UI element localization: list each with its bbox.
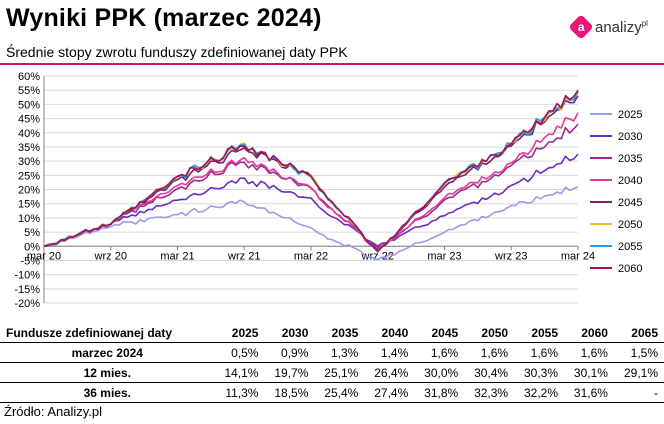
legend-label-2035: 2035 — [618, 153, 642, 165]
table-cell: 30,1% — [564, 362, 614, 383]
column-header: 2045 — [414, 323, 465, 343]
y-tick-label: 60% — [18, 71, 40, 83]
table-cell: 11,3% — [214, 382, 265, 403]
legend-label-2040: 2040 — [618, 175, 642, 187]
x-tick-label: mar 24 — [561, 250, 595, 262]
table-header-label: Fundusze zdefiniowanej daty — [0, 323, 215, 343]
x-tick-label: wrz 23 — [494, 250, 527, 262]
table-cell: 30,4% — [464, 362, 515, 383]
legend-label-2060: 2060 — [618, 263, 642, 275]
y-tick-label: 40% — [18, 128, 40, 140]
table-cell: 1,6% — [414, 342, 465, 363]
page-title: Wyniki PPK (marzec 2024) — [6, 4, 322, 32]
y-tick-label: 5% — [24, 227, 40, 239]
column-header: 2040 — [364, 323, 415, 343]
y-tick-label: -10% — [14, 270, 40, 282]
returns-line-chart: 60% 55% 50% 45% 40% 35% 30% 25% 20% 15% 10% 5% 0% -5%… — [14, 71, 642, 310]
column-header: 2035 — [314, 323, 365, 343]
column-header: 2030 — [264, 323, 315, 343]
table-cell: 1,6% — [464, 342, 515, 363]
x-tick-label: mar 22 — [294, 250, 328, 262]
table-row: 36 mies. 11,3% 18,5% 25,4% 27,4% 31,8% 3… — [0, 382, 664, 403]
y-tick-label: 20% — [18, 185, 40, 197]
table-cell: 32,2% — [514, 382, 565, 403]
y-tick-label: 0% — [24, 241, 40, 253]
x-tick-label: mar 20 — [27, 250, 61, 262]
legend-label-2030: 2030 — [618, 131, 642, 143]
logo-glyph: a — [577, 20, 585, 34]
table-cell: 25,1% — [314, 362, 365, 383]
y-tick-label: -15% — [14, 284, 40, 296]
table-cell: 26,4% — [364, 362, 415, 383]
table-cell: 1,4% — [364, 342, 415, 363]
column-header: 2060 — [564, 323, 614, 343]
x-tick-label: mar 23 — [427, 250, 461, 262]
column-header: 2055 — [514, 323, 565, 343]
y-tick-label: 35% — [18, 142, 40, 154]
table-cell: 19,7% — [264, 362, 315, 383]
x-tick-label: wrz 22 — [361, 250, 394, 262]
legend-label-2055: 2055 — [618, 241, 642, 253]
table-cell: 32,3% — [464, 382, 515, 403]
y-tick-label: 50% — [18, 99, 40, 111]
table-cell: 0,9% — [264, 342, 315, 363]
column-header: 2050 — [464, 323, 515, 343]
table-cell: 29,1% — [613, 362, 664, 383]
series-line-2040 — [43, 112, 579, 251]
analizy-logo: a analizypl — [568, 14, 648, 40]
legend-label-2045: 2045 — [618, 197, 642, 209]
table-cell: - — [613, 382, 664, 403]
series-line-2035 — [43, 123, 579, 249]
x-tick-label: wrz 20 — [94, 250, 127, 262]
table-cell: 31,6% — [564, 382, 614, 403]
table-cell: 27,4% — [364, 382, 415, 403]
y-tick-label: -5% — [20, 255, 40, 267]
y-tick-label: 10% — [18, 213, 40, 225]
series-line-2060 — [43, 89, 579, 252]
table-cell: 1,6% — [564, 342, 614, 363]
legend-label-2025: 2025 — [618, 109, 642, 121]
column-header: 2065 — [613, 323, 664, 343]
logo-superscript: pl — [641, 18, 648, 28]
chart-subtitle: Średnie stopy zwrotu funduszy zdefiniowa… — [6, 44, 348, 60]
table-cell: 0,5% — [214, 342, 265, 363]
y-tick-label: 55% — [18, 85, 40, 97]
analizy-logo-icon: a — [568, 14, 594, 40]
y-tick-label: 15% — [18, 199, 40, 211]
y-tick-label: -20% — [14, 298, 40, 310]
logo-wordmark: analizy — [595, 18, 642, 36]
column-header: 2025 — [214, 323, 265, 343]
table-header-row: Fundusze zdefiniowanej daty 2025 2030 20… — [0, 323, 664, 343]
table-cell: 1,3% — [314, 342, 365, 363]
table-row: 12 mies. 14,1% 19,7% 25,1% 26,4% 30,0% 3… — [0, 362, 664, 383]
series-line-2030 — [43, 153, 579, 248]
y-tick-label: 45% — [18, 114, 40, 126]
header-divider — [0, 63, 664, 65]
y-tick-label: 25% — [18, 170, 40, 182]
row-label: 36 mies. — [0, 382, 215, 403]
table-cell: 25,4% — [314, 382, 365, 403]
table-cell: 14,1% — [214, 362, 265, 383]
table-cell: 30,3% — [514, 362, 565, 383]
table-cell: 31,8% — [414, 382, 465, 403]
series-line-2025 — [43, 185, 579, 261]
table-cell: 18,5% — [264, 382, 315, 403]
row-label: marzec 2024 — [0, 342, 215, 363]
legend-label-2050: 2050 — [618, 219, 642, 231]
y-tick-label: 30% — [18, 156, 40, 168]
table-cell: 1,5% — [613, 342, 664, 363]
returns-table: Fundusze zdefiniowanej daty 2025 2030 20… — [0, 323, 664, 403]
source-note: Źródło: Analizy.pl — [4, 404, 103, 419]
table-cell: 1,6% — [514, 342, 565, 363]
x-tick-label: mar 21 — [160, 250, 194, 262]
x-tick-label: wrz 21 — [227, 250, 260, 262]
table-row: marzec 2024 0,5% 0,9% 1,3% 1,4% 1,6% 1,6… — [0, 342, 664, 363]
logo-text: analizypl — [595, 19, 648, 36]
table-cell: 30,0% — [414, 362, 465, 383]
row-label: 12 mies. — [0, 362, 215, 383]
